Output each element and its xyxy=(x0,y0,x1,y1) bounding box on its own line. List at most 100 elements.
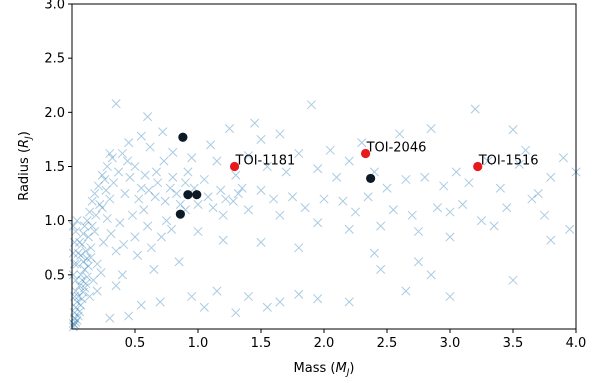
data-point xyxy=(192,190,202,200)
x-tick-label: 0.5 xyxy=(125,336,146,351)
data-point xyxy=(139,205,149,215)
data-point xyxy=(83,261,93,271)
data-point xyxy=(111,281,121,291)
data-point xyxy=(72,259,82,269)
data-point xyxy=(90,226,100,237)
data-point xyxy=(114,167,124,177)
data-point xyxy=(72,216,82,226)
data-point xyxy=(158,127,168,137)
y-axis-ticks: 0.5 1.0 1.5 2.0 2.5 3.0 xyxy=(44,0,72,283)
data-point xyxy=(508,275,518,285)
data-point xyxy=(199,174,209,185)
data-point xyxy=(75,237,85,247)
data-point xyxy=(275,297,285,307)
data-point xyxy=(376,221,386,231)
data-point xyxy=(300,203,310,213)
data-point xyxy=(388,205,398,215)
data-point xyxy=(96,268,106,278)
data-point xyxy=(82,254,92,264)
data-point xyxy=(109,178,119,188)
data-point xyxy=(256,134,266,144)
data-point xyxy=(287,192,298,202)
data-point xyxy=(165,183,175,193)
data-point xyxy=(172,189,182,199)
data-point xyxy=(464,178,474,188)
data-point xyxy=(95,199,105,209)
data-point xyxy=(521,145,531,155)
data-point xyxy=(231,308,241,318)
data-point xyxy=(160,196,170,206)
data-point xyxy=(183,167,193,177)
data-point xyxy=(313,294,323,304)
data-point xyxy=(527,194,537,204)
data-point xyxy=(68,270,78,280)
data-point xyxy=(193,226,203,237)
data-point xyxy=(82,272,92,282)
data-point xyxy=(294,148,304,159)
data-point xyxy=(83,232,93,242)
data-point xyxy=(153,178,163,188)
data-point xyxy=(350,207,361,217)
data-point xyxy=(243,151,253,161)
y-tick-label: 0.5 xyxy=(44,268,65,283)
x-tick-label: 3.5 xyxy=(503,336,524,351)
data-point xyxy=(76,270,86,280)
data-point xyxy=(451,167,461,177)
data-point xyxy=(119,239,129,250)
data-point xyxy=(72,315,82,325)
data-point xyxy=(275,129,285,139)
data-point xyxy=(476,216,487,226)
data-point xyxy=(401,174,411,185)
data-point xyxy=(159,156,169,166)
data-point xyxy=(144,185,154,195)
data-point xyxy=(360,148,371,159)
y-tick-label: 1.0 xyxy=(44,214,65,229)
data-point xyxy=(212,156,222,166)
data-point xyxy=(175,199,185,209)
data-point xyxy=(533,189,543,199)
data-point xyxy=(243,205,253,215)
data-point xyxy=(229,161,240,172)
data-point xyxy=(344,297,354,307)
annotation-label: TOI-1181 xyxy=(235,154,296,169)
data-point xyxy=(313,218,323,228)
data-point xyxy=(382,183,392,193)
data-point xyxy=(80,264,90,274)
data-point xyxy=(228,196,238,206)
data-point xyxy=(256,237,266,247)
data-point xyxy=(130,161,140,172)
data-point xyxy=(376,264,386,274)
data-point xyxy=(237,183,247,193)
data-point xyxy=(155,297,165,307)
data-point xyxy=(75,281,85,291)
y-axis-label: Radius (RJ) xyxy=(17,131,34,201)
data-point xyxy=(97,170,107,180)
data-point xyxy=(143,221,153,231)
data-point xyxy=(281,167,291,177)
data-point xyxy=(319,194,329,204)
data-point xyxy=(130,232,140,242)
data-point xyxy=(88,275,98,285)
data-point xyxy=(489,221,499,231)
data-point xyxy=(81,246,91,256)
data-point xyxy=(338,196,348,206)
data-point xyxy=(87,196,97,206)
data-point xyxy=(294,243,304,253)
data-point xyxy=(73,311,83,321)
data-point xyxy=(117,270,127,280)
data-point xyxy=(100,174,110,185)
data-point xyxy=(473,161,483,172)
data-point xyxy=(115,218,125,228)
data-point xyxy=(134,194,144,204)
data-point xyxy=(73,248,83,258)
data-point xyxy=(73,291,83,302)
data-point xyxy=(136,300,146,310)
data-point xyxy=(68,248,78,258)
data-point xyxy=(146,243,156,253)
data-point xyxy=(483,156,493,166)
data-point xyxy=(105,148,115,159)
data-point xyxy=(203,192,213,202)
data-point xyxy=(243,291,253,302)
y-tick-label: 2.5 xyxy=(44,52,65,67)
